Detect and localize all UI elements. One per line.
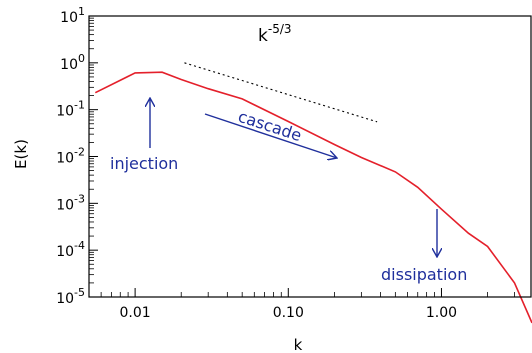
slope-label: k-5/3 <box>258 22 292 46</box>
x-tick-label: 0.01 <box>120 305 151 321</box>
x-tick-label: 1.00 <box>426 305 457 321</box>
energy-spectrum-series <box>94 71 532 324</box>
injection-label: injection <box>110 154 178 173</box>
cascade-arrow <box>204 113 337 158</box>
y-tick-label: 10-2 <box>56 146 85 167</box>
y-tick-label: 10-5 <box>56 286 85 307</box>
y-tick-label: 10-1 <box>56 99 85 120</box>
y-tick-label: 10-4 <box>56 239 85 260</box>
x-axis-title: k <box>294 336 303 353</box>
y-tick-label: 101 <box>60 5 85 26</box>
y-axis-title: E(k) <box>12 139 30 169</box>
dissipation-label: dissipation <box>381 265 467 284</box>
x-tick-label: 0.10 <box>273 305 304 321</box>
y-tick-label: 10-3 <box>56 192 85 213</box>
y-tick-label: 100 <box>60 52 85 73</box>
k-five-thirds-reference-line <box>184 62 378 123</box>
